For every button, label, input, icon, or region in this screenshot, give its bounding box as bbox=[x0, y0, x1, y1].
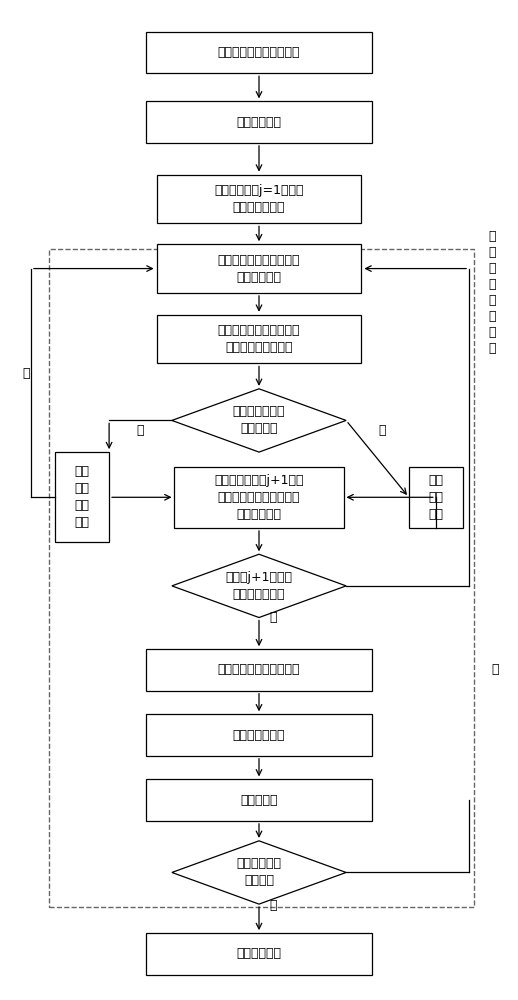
Text: 产生新族群: 产生新族群 bbox=[240, 794, 278, 807]
Text: 计算交通流量函数值总和: 计算交通流量函数值总和 bbox=[218, 663, 300, 676]
Bar bbox=[49, 249, 474, 907]
Bar bbox=[146, 933, 372, 975]
Bar bbox=[156, 315, 362, 363]
Text: 产生初始族群: 产生初始族群 bbox=[237, 116, 281, 129]
Text: 是: 是 bbox=[269, 899, 277, 912]
Bar bbox=[156, 175, 362, 223]
Text: 是否满足迭代
停止条件: 是否满足迭代 停止条件 bbox=[237, 857, 281, 887]
Bar bbox=[156, 244, 362, 293]
Bar bbox=[146, 649, 372, 691]
Bar bbox=[146, 32, 372, 73]
Bar bbox=[409, 467, 463, 528]
Bar bbox=[146, 101, 372, 143]
Text: 输入交通参数及模型参数: 输入交通参数及模型参数 bbox=[218, 46, 300, 59]
Text: 更新速度和位置: 更新速度和位置 bbox=[233, 729, 285, 742]
Text: 否: 否 bbox=[22, 367, 30, 380]
Polygon shape bbox=[172, 554, 346, 618]
Text: 变换
信号
相位: 变换 信号 相位 bbox=[428, 474, 443, 521]
Text: 是: 是 bbox=[269, 611, 277, 624]
Text: 时间段j+1是否满
足时间终止条件: 时间段j+1是否满 足时间终止条件 bbox=[225, 571, 293, 601]
Text: 进入下一时间段j+1，更
新人行道和机动车道等候
绿灯相位参数: 进入下一时间段j+1，更 新人行道和机动车道等候 绿灯相位参数 bbox=[214, 474, 304, 521]
Text: 计
算
族
群
适
应
度
值: 计 算 族 群 适 应 度 值 bbox=[488, 230, 496, 355]
Bar bbox=[146, 779, 372, 821]
Text: 第一个时间段j=1内，机
动车道绿灯相位: 第一个时间段j=1内，机 动车道绿灯相位 bbox=[214, 184, 304, 214]
Polygon shape bbox=[172, 389, 346, 452]
Text: 是否满足信号相
位变换条件: 是否满足信号相 位变换条件 bbox=[233, 405, 285, 435]
Bar bbox=[175, 467, 343, 528]
Polygon shape bbox=[172, 841, 346, 904]
Bar bbox=[146, 714, 372, 756]
Text: 是: 是 bbox=[378, 424, 386, 437]
Text: 计算当前人行道和机动车
道绿灯相位需求程度: 计算当前人行道和机动车 道绿灯相位需求程度 bbox=[218, 324, 300, 354]
Text: 计算当前信号相位下，交
通流量函数值: 计算当前信号相位下，交 通流量函数值 bbox=[218, 254, 300, 284]
Bar bbox=[55, 452, 109, 542]
Text: 否: 否 bbox=[136, 424, 144, 437]
Text: 否: 否 bbox=[491, 663, 498, 676]
Text: 维持
当前
信号
相位: 维持 当前 信号 相位 bbox=[75, 465, 90, 529]
Text: 输出最优种子: 输出最优种子 bbox=[237, 947, 281, 960]
